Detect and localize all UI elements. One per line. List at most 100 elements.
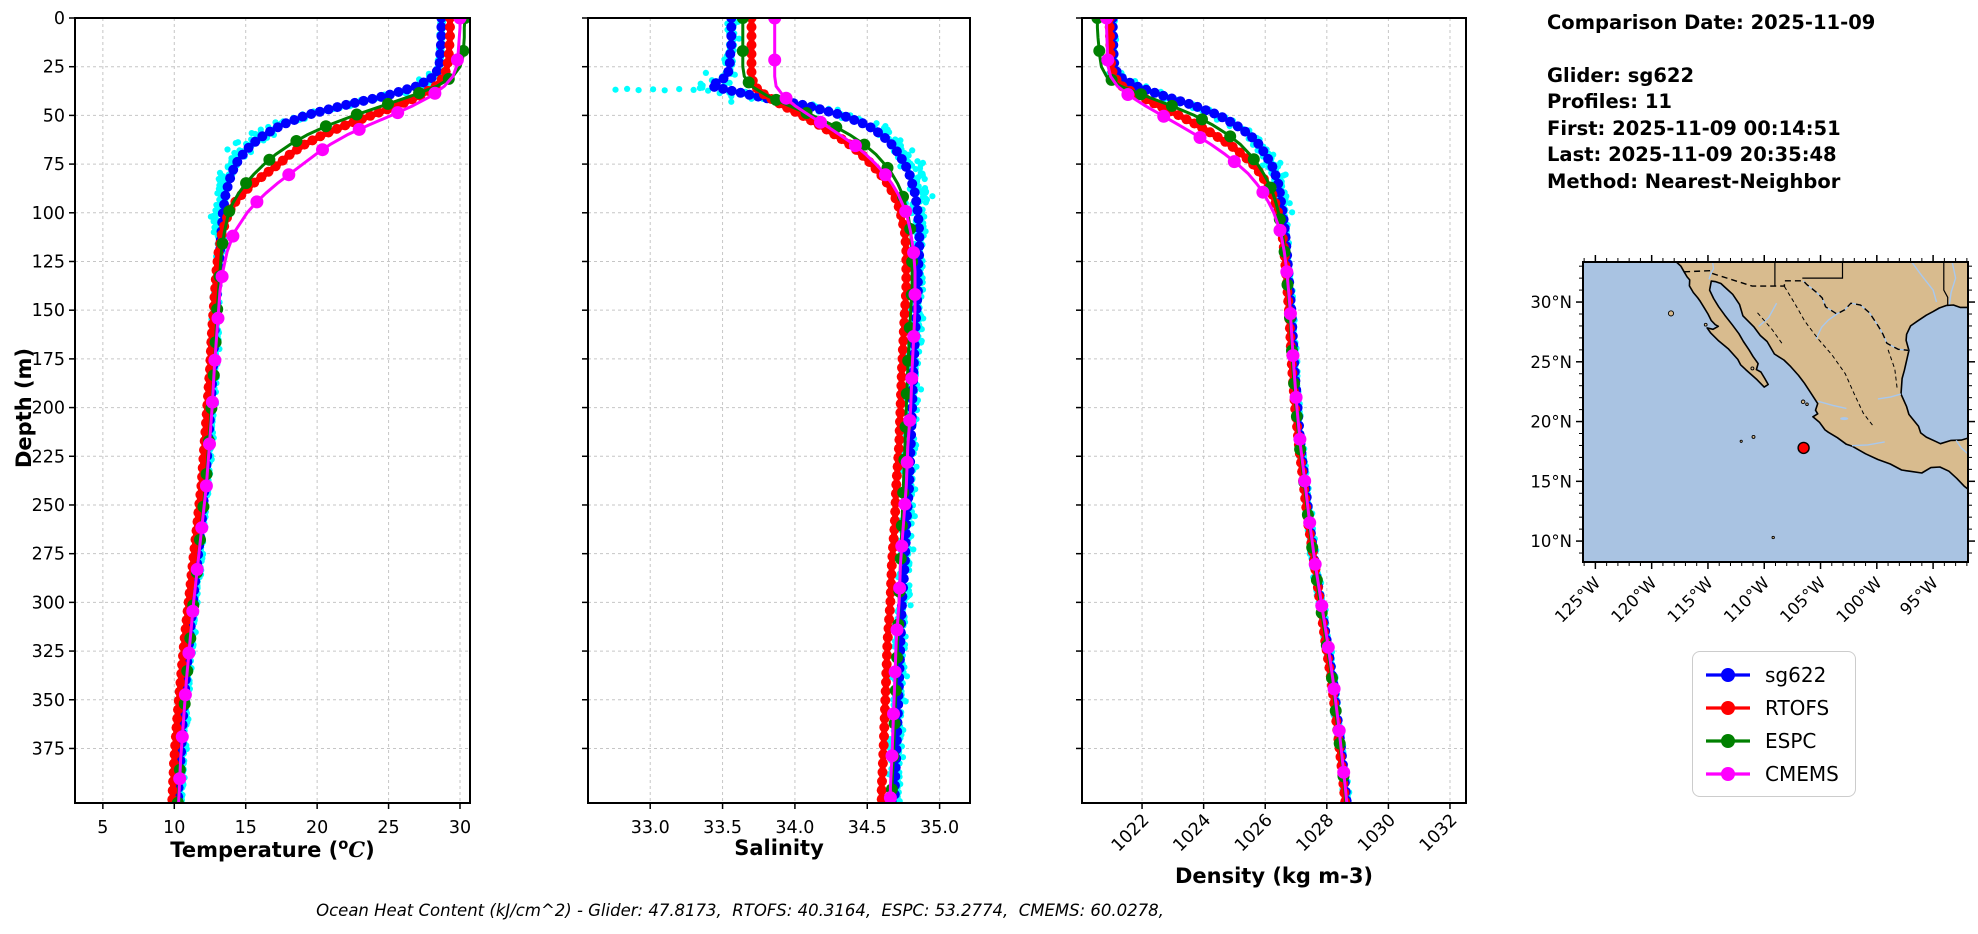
svg-text:10: 10 [163,818,185,838]
svg-text:1024: 1024 [1170,810,1216,856]
svg-text:30°N: 30°N [1530,293,1572,312]
svg-text:50: 50 [43,106,65,126]
svg-text:100: 100 [32,204,65,224]
legend: sg622 RTOFS ESPC CMEMS [1692,651,1856,797]
svg-text:20°N: 20°N [1530,413,1572,432]
state-borders-dashed [1757,286,1898,427]
temperature-ticks: 5 10 15 20 25 3002550751001251501752002252502… [32,9,472,838]
temperature-plot: 5 10 15 20 25 3002550751001251501752002252502… [32,9,472,838]
temperature-data-area [167,18,470,803]
ohc-caption: Ocean Heat Content (kJ/cm^2) - Glider: 4… [316,901,1164,920]
profile-count: Profiles: 11 [1547,90,1672,113]
state-borders-solid [1774,262,1949,305]
svg-text:25: 25 [43,58,65,78]
svg-text:35.0: 35.0 [920,818,959,838]
glider-id: Glider: sg622 [1547,63,1695,87]
map-content [1583,262,1968,562]
temperature-grid [75,17,470,803]
svg-text:1026: 1026 [1231,810,1277,856]
svg-text:110°W: 110°W [1720,573,1773,626]
salinity-plot: 33.0 33.5 34.0 34.5 35.0 [582,17,971,838]
svg-text:275: 275 [32,545,65,565]
svg-text:250: 250 [32,496,65,516]
svg-text:20: 20 [306,818,328,838]
temperature-series-CMEMS [173,18,467,803]
svg-text:0: 0 [54,9,65,29]
svg-text:95°W: 95°W [1896,573,1942,619]
legend-label: RTOFS [1765,695,1830,720]
svg-text:25°N: 25°N [1530,353,1572,372]
svg-text:125: 125 [32,252,65,272]
salinity-axis-label: Salinity [734,836,824,860]
salinity-spines [587,17,971,804]
svg-text:75: 75 [43,155,65,175]
svg-text:15°N: 15°N [1530,472,1572,491]
depth-axis-label: Depth (m) [12,347,36,469]
glider-location-marker [1797,441,1810,455]
svg-text:5: 5 [97,818,108,838]
svg-text:200: 200 [32,399,65,419]
comparison-date: Comparison Date: 2025-11-09 [1547,11,1876,34]
density-plot: 1022 1024 1026 1028 1030 1032 [1076,17,1467,856]
legend-label: CMEMS [1765,761,1839,786]
temperature-spines [74,17,471,804]
temperature-axis-label-close: ) [365,838,375,862]
svg-text:100°W: 100°W [1833,573,1886,626]
svg-text:15: 15 [235,818,257,838]
svg-text:115°W: 115°W [1664,573,1717,626]
salinity-series-CMEMS [768,18,922,803]
legend-item-sg622: sg622 [1703,658,1839,691]
degree-sup: o [338,836,349,853]
density-spines [1081,17,1467,804]
density-axis-label: Density (kg m-3) [1174,864,1374,888]
legend-item-CMEMS: CMEMS [1703,757,1839,790]
legend-label: sg622 [1765,662,1827,687]
svg-text:150: 150 [32,301,65,321]
salinity-data-area [612,18,936,803]
svg-text:1022: 1022 [1108,810,1154,856]
legend-marker-CMEMS [1706,766,1750,781]
density-grid [1082,17,1466,803]
us-mexico-border [1684,269,1909,352]
svg-text:34.0: 34.0 [775,818,814,838]
svg-text:33.5: 33.5 [703,818,742,838]
location-map: 125°W 120°W 115°W 110°W 105°W 100°W 95°W 30°N 25… [1530,255,1975,626]
svg-text:225: 225 [32,447,65,467]
celsius-symbol: C [348,837,366,862]
legend-item-ESPC: ESPC [1703,724,1839,757]
salinity-ticks: 33.0 33.5 34.0 34.5 35.0 [582,17,959,838]
density-data-area [1091,18,1353,803]
svg-text:1030: 1030 [1354,810,1400,856]
svg-text:1028: 1028 [1293,810,1339,856]
density-series-CMEMS [1100,18,1351,803]
legend-item-RTOFS: RTOFS [1703,691,1839,724]
legend-marker-sg622 [1706,667,1750,682]
map-islands [1667,310,1809,540]
svg-text:120°W: 120°W [1607,573,1660,626]
svg-text:25: 25 [377,818,399,838]
svg-text:350: 350 [32,691,65,711]
svg-text:325: 325 [32,642,65,662]
density-ticks: 1022 1024 1026 1028 1030 1032 [1076,17,1462,856]
svg-text:125°W: 125°W [1551,573,1604,626]
info-gap [1547,37,1875,63]
svg-text:30: 30 [449,818,471,838]
temperature-axis-label-text: Temperature ( [170,838,339,862]
svg-text:375: 375 [32,739,65,759]
legend-marker-ESPC [1706,733,1750,748]
last-profile-time: Last: 2025-11-09 20:35:48 [1547,143,1837,166]
svg-text:300: 300 [32,593,65,613]
legend-label: ESPC [1765,728,1817,753]
map-land [1675,262,1968,490]
svg-text:10°N: 10°N [1530,532,1572,551]
interp-method: Method: Nearest-Neighbor [1547,169,1841,193]
legend-marker-RTOFS [1706,700,1750,715]
svg-text:175: 175 [32,350,65,370]
lake [1840,417,1849,421]
info-panel: Comparison Date: 2025-11-09 Glider: sg62… [1547,10,1875,195]
svg-text:105°W: 105°W [1776,573,1829,626]
temperature-axis-label: Temperature (oC) [75,836,470,862]
svg-text:33.0: 33.0 [631,818,670,838]
